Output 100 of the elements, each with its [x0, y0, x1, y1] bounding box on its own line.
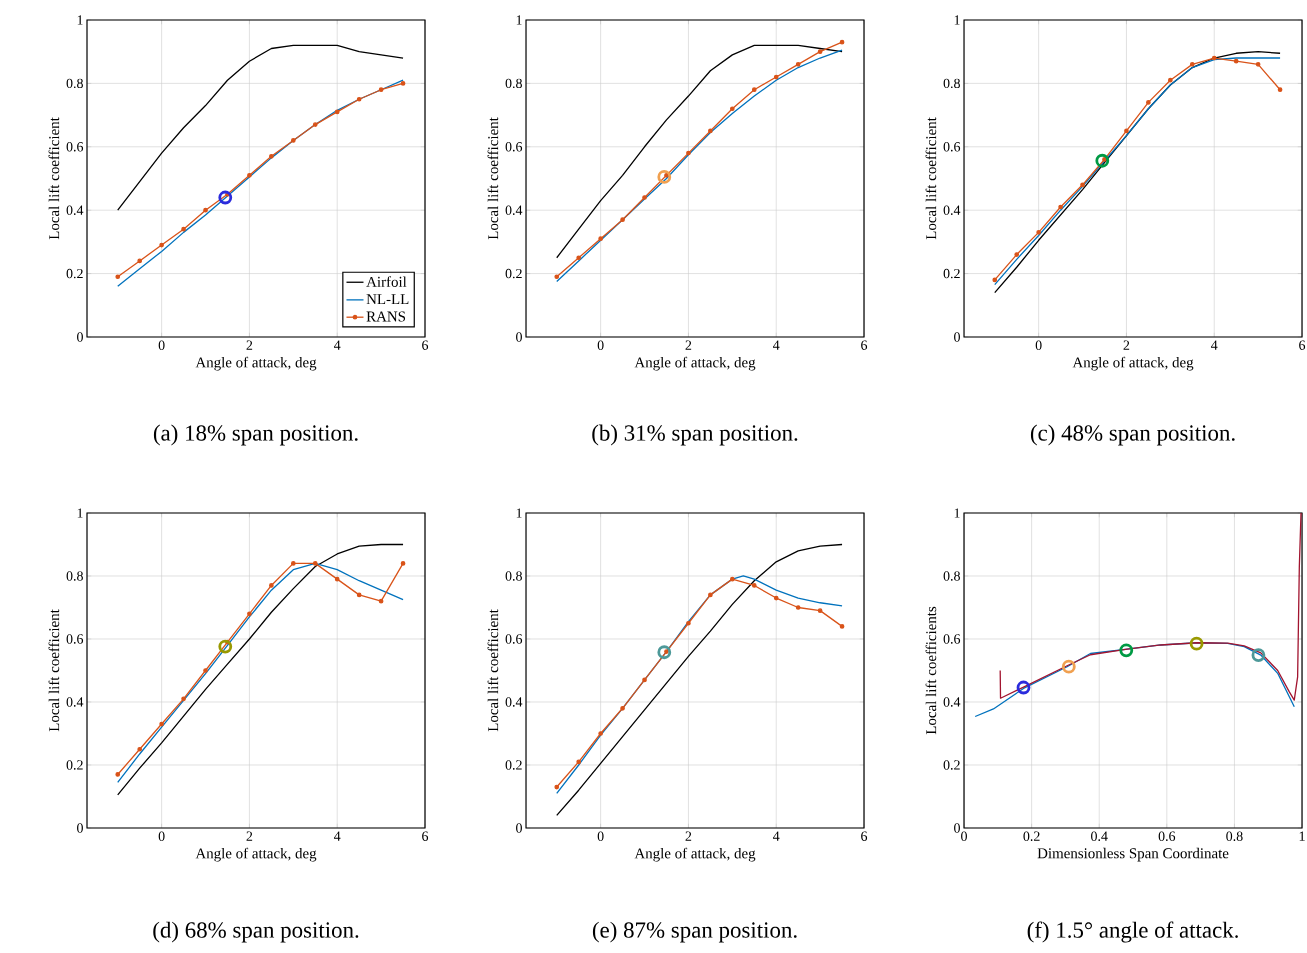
y-tick-label: 0.4: [66, 697, 84, 707]
y-tick-label: 0: [516, 332, 522, 342]
point: [839, 39, 845, 45]
point: [312, 561, 318, 566]
y-tick-label: 0: [516, 823, 522, 833]
text: (b) 31% span position.: [592, 424, 798, 446]
y-tick-label: 0.4: [943, 205, 961, 215]
x-tick-label: 6: [1299, 340, 1306, 350]
x-tick-label: 2: [246, 340, 253, 350]
y-tick-label: 0.8: [66, 78, 83, 89]
y-axis-title: Local lift coefficient: [487, 117, 499, 240]
y-tick-label: 0: [954, 332, 960, 342]
text: (d) 68% span position.: [153, 921, 359, 943]
point: [598, 236, 603, 242]
y-tick-label: 1: [516, 15, 522, 25]
point: [181, 696, 186, 702]
y-tick-label: 0.2: [505, 268, 522, 279]
x-axis-title: Angle of attack, deg: [634, 356, 756, 371]
point: [657, 170, 672, 184]
point: [1016, 680, 1031, 695]
point: [729, 576, 735, 582]
x-tick-label: 0.6: [1158, 831, 1176, 841]
point: [400, 561, 406, 566]
point: [203, 668, 208, 673]
y-tick-label: 0.6: [66, 142, 84, 152]
point: [795, 62, 801, 67]
point: [1255, 62, 1261, 67]
point: [576, 255, 582, 261]
point: [269, 583, 274, 588]
y-tick-label: 0.8: [505, 571, 522, 581]
point: [554, 784, 560, 790]
x-tick-label: 4: [333, 831, 341, 841]
y-tick-label: 0.6: [943, 142, 961, 152]
point: [1119, 643, 1134, 658]
point: [817, 608, 823, 613]
point: [1277, 87, 1283, 93]
y-tick-label: 0: [954, 823, 960, 833]
y-tick-label: 0.4: [943, 697, 961, 707]
point: [554, 274, 560, 280]
point: [203, 207, 208, 213]
point: [1233, 58, 1239, 64]
y-tick-label: 0.2: [66, 268, 83, 279]
point: [657, 645, 672, 660]
point: [1014, 252, 1020, 257]
point: [1211, 55, 1217, 61]
point: [181, 226, 186, 232]
x-tick-label: 2: [1123, 340, 1130, 350]
x-tick-label: 6: [422, 340, 429, 350]
x-tick-label: 2: [246, 831, 253, 841]
y-tick-label: 0.6: [505, 142, 523, 152]
point: [839, 624, 845, 629]
point: [729, 106, 735, 112]
x-tick-label: 2: [685, 340, 692, 350]
point: [218, 190, 233, 205]
point: [686, 620, 691, 626]
x-tick-label: 4: [773, 340, 780, 350]
y-axis-title: Local lift coefficient: [487, 609, 499, 732]
y-tick-label: 0.6: [66, 634, 84, 644]
point: [378, 598, 384, 604]
point: [247, 611, 252, 617]
point: [1095, 153, 1110, 168]
point: [1036, 230, 1041, 235]
y-tick-label: 0.6: [943, 634, 961, 644]
point: [1124, 128, 1129, 134]
point: [817, 49, 823, 55]
x-tick-label: 2: [685, 831, 692, 841]
point: [642, 195, 647, 200]
line-series: [556, 543, 843, 817]
y-tick-label: 0.2: [943, 268, 960, 279]
y-axis-title: Local lift coefficient: [48, 117, 60, 240]
point: [1146, 100, 1151, 105]
point: [1080, 182, 1085, 188]
x-tick-label: 4: [773, 831, 780, 841]
point: [598, 731, 603, 736]
y-tick-label: 0: [77, 332, 83, 342]
y-axis-title: Local lift coefficients: [925, 606, 937, 735]
point: [290, 561, 296, 566]
point: [1061, 659, 1076, 674]
point: [773, 595, 779, 601]
y-tick-label: 0.4: [505, 697, 523, 707]
x-tick-label: 6: [861, 340, 868, 350]
point: [269, 153, 274, 159]
legend-label: NL-LL: [366, 294, 409, 305]
x-tick-label: 0: [597, 340, 604, 350]
x-tick-label: 0.4: [1091, 831, 1108, 841]
point: [576, 759, 582, 765]
y-tick-label: 0.8: [943, 78, 960, 89]
x-axis-title: Dimensionless Span Coordinate: [1037, 847, 1229, 862]
y-tick-label: 0.8: [943, 571, 960, 581]
point: [218, 639, 233, 654]
x-axis-title: Angle of attack, deg: [195, 356, 317, 371]
x-tick-label: 0.2: [1023, 831, 1040, 841]
y-tick-label: 1: [954, 15, 960, 25]
point: [247, 172, 252, 178]
point: [708, 592, 713, 598]
y-tick-label: 1: [77, 508, 83, 518]
point: [378, 87, 384, 93]
x-tick-label: 6: [422, 831, 429, 841]
point: [137, 258, 143, 264]
y-tick-label: 0.2: [505, 760, 522, 770]
